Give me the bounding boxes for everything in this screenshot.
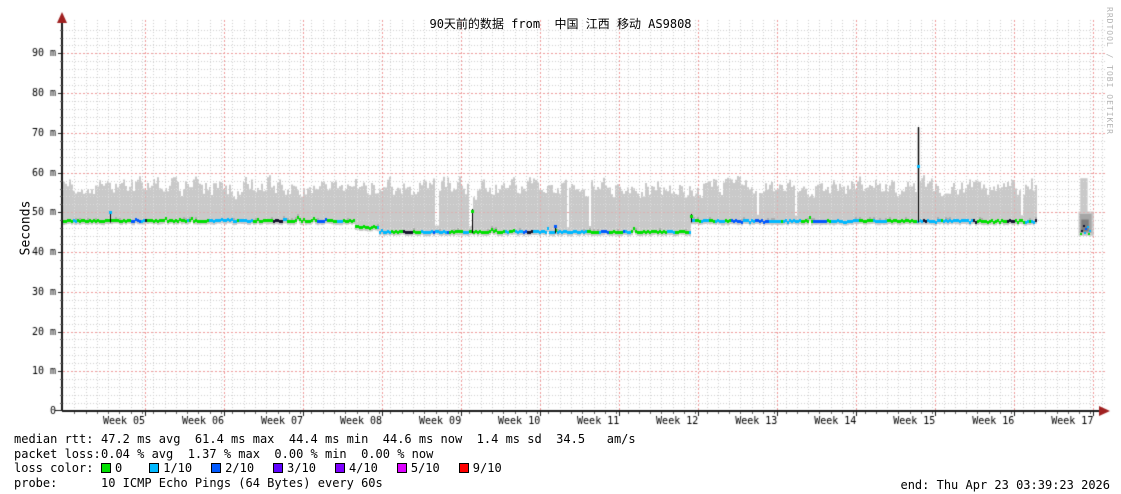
- loss-swatch-3-label: 3/10: [287, 461, 316, 475]
- median-rtt-values: 47.2 ms avg 61.4 ms max 44.4 ms min 44.6…: [101, 432, 636, 446]
- loss-legend-item: 5/10: [396, 461, 440, 475]
- latency-chart-canvas: [0, 0, 1121, 430]
- loss-color-row: loss color: 0 1/10 2/10 3/10 4/10 5/10 9/10: [14, 462, 521, 475]
- loss-swatch-6-label: 9/10: [472, 461, 502, 475]
- loss-legend-item: 2/10: [211, 461, 254, 475]
- loss-color-label: loss color:: [14, 461, 94, 475]
- loss-legend-item: 3/10: [273, 461, 316, 475]
- loss-swatch-1-label: 1/10: [163, 461, 193, 475]
- loss-swatch-5-label: 5/10: [410, 461, 440, 475]
- loss-swatch-2-label: 2/10: [225, 461, 255, 475]
- loss-swatch-0-label: 0: [115, 461, 123, 475]
- loss-swatch-2: [211, 463, 222, 473]
- packet-loss-values: 0.04 % avg 1.37 % max 0.00 % min 0.00 % …: [101, 447, 434, 461]
- loss-swatch-5: [396, 463, 407, 473]
- probe-row: probe: 10 ICMP Echo Pings (64 Bytes) ever…: [14, 477, 383, 490]
- packet-loss-label: packet loss:: [14, 447, 101, 461]
- rrdtool-watermark: RRDTOOL / TOBI OETIKER: [1105, 7, 1114, 135]
- loss-legend-item: 0: [101, 461, 122, 475]
- end-timestamp: end: Thu Apr 23 03:39:23 2026: [900, 478, 1110, 492]
- loss-swatch-6: [458, 463, 469, 473]
- loss-swatch-3: [273, 463, 284, 473]
- median-rtt-label: median rtt:: [14, 432, 94, 446]
- loss-legend-item: 1/10: [149, 461, 192, 475]
- loss-swatch-4-label: 4/10: [348, 461, 378, 475]
- probe-value: 10 ICMP Echo Pings (64 Bytes) every 60s: [101, 476, 383, 490]
- packet-loss-row: packet loss:0.04 % avg 1.37 % max 0.00 %…: [14, 448, 433, 461]
- y-axis-label: Seconds: [18, 200, 34, 256]
- chart-title: 90天前的数据 from 中国 江西 移动 AS9808: [429, 17, 692, 31]
- loss-swatch-4: [334, 463, 345, 473]
- probe-label: probe:: [14, 476, 58, 490]
- median-rtt-row: median rtt: 47.2 ms avg 61.4 ms max 44.4 …: [14, 433, 636, 446]
- loss-swatch-0: [101, 463, 111, 473]
- loss-legend-item: 9/10: [458, 461, 502, 475]
- loss-legend-item: 4/10: [334, 461, 378, 475]
- loss-swatch-1: [149, 463, 160, 473]
